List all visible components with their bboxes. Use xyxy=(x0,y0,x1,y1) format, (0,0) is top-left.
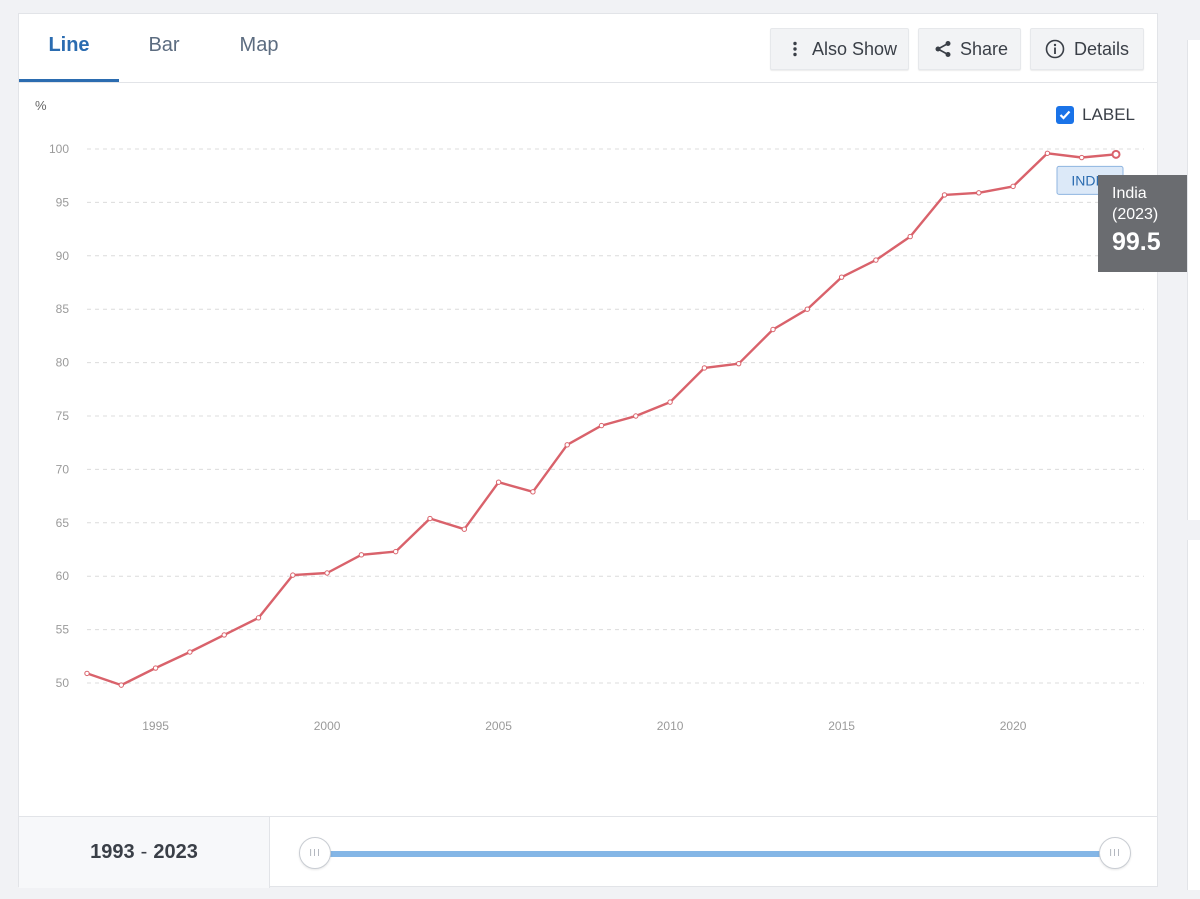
y-tick-label: 75 xyxy=(56,409,70,423)
x-tick-label: 2020 xyxy=(1000,719,1027,733)
data-point xyxy=(461,526,467,532)
data-point xyxy=(873,257,879,263)
data-point xyxy=(667,399,673,405)
data-point xyxy=(84,670,90,677)
y-tick-label: 80 xyxy=(56,356,70,370)
data-point xyxy=(495,479,502,485)
y-tick-label: 95 xyxy=(56,195,70,209)
tab-line[interactable]: Line xyxy=(19,14,119,82)
x-tick-label: 2005 xyxy=(485,719,512,733)
data-point xyxy=(1079,154,1085,161)
x-tick-label: 2015 xyxy=(828,719,855,733)
data-point xyxy=(290,572,296,578)
range-display: 1993 - 2023 xyxy=(19,817,270,888)
y-tick-label: 50 xyxy=(56,676,70,690)
data-point xyxy=(633,413,639,419)
data-point xyxy=(770,326,776,333)
data-point xyxy=(907,233,913,240)
details-button[interactable]: Details xyxy=(1030,28,1144,70)
y-tick-label: 55 xyxy=(56,623,70,637)
range-end: 2023 xyxy=(153,841,198,863)
data-point xyxy=(941,192,948,198)
label-checkbox[interactable] xyxy=(1056,106,1075,124)
view-tabs: Line Bar Map Also Show Share Details xyxy=(19,14,1157,83)
share-button[interactable]: Share xyxy=(918,28,1021,70)
also-show-label: Also Show xyxy=(812,39,898,59)
x-tick-label: 2000 xyxy=(314,719,341,733)
tab-map[interactable]: Map xyxy=(239,34,279,56)
data-point xyxy=(564,442,570,448)
details-label: Details xyxy=(1074,39,1130,59)
adjacent-panel-edge xyxy=(1187,40,1200,520)
range-footer: 1993 - 2023 III III xyxy=(19,816,1157,888)
y-tick-label: 90 xyxy=(56,249,70,263)
tab-bar[interactable]: Bar xyxy=(148,34,180,56)
info-icon xyxy=(1045,29,1065,69)
grip-icon: III xyxy=(309,847,321,859)
x-tick-label: 1995 xyxy=(142,719,169,733)
data-point xyxy=(701,365,708,371)
y-tick-label: 85 xyxy=(56,302,70,316)
range-start: 1993 xyxy=(90,841,135,863)
data-point xyxy=(1044,150,1051,156)
range-separator: - xyxy=(140,841,148,863)
data-point xyxy=(118,682,125,688)
data-tooltip: India (2023) 99.5 xyxy=(1098,175,1196,272)
data-point xyxy=(976,190,982,196)
y-tick-label: 70 xyxy=(56,462,70,476)
x-tick-label: 2010 xyxy=(657,719,684,733)
data-point xyxy=(838,274,845,280)
adjacent-panel-edge xyxy=(1187,540,1200,890)
range-slider-start-handle[interactable]: III xyxy=(299,837,331,869)
also-show-button[interactable]: Also Show xyxy=(770,28,909,70)
y-tick-label: 100 xyxy=(49,142,69,156)
tooltip-country: India xyxy=(1112,185,1147,202)
range-slider-track[interactable] xyxy=(315,851,1115,857)
range-slider-end-handle[interactable]: III xyxy=(1099,837,1131,869)
data-point xyxy=(152,665,159,671)
grip-icon: III xyxy=(1109,847,1121,859)
data-point xyxy=(187,649,193,655)
data-point xyxy=(427,515,433,522)
checkmark-icon xyxy=(1059,110,1071,120)
data-point xyxy=(255,615,262,621)
line-chart: % 50 55 60 65 70 75 80 85 90 95 100 1995 2000 2005 2010… xyxy=(35,98,1144,733)
label-toggle-text: LABEL xyxy=(1082,105,1135,124)
data-point-highlighted xyxy=(1111,149,1121,159)
chart-card: Line Bar Map Also Show Share Details LAB… xyxy=(18,13,1158,888)
y-tick-label: 60 xyxy=(56,569,70,583)
data-point xyxy=(324,570,330,576)
label-toggle[interactable]: LABEL xyxy=(1056,104,1135,126)
data-point xyxy=(393,548,399,555)
tooltip-year: (2023) xyxy=(1112,206,1159,223)
series-line-india xyxy=(86,152,1117,687)
data-point xyxy=(598,422,605,429)
data-point xyxy=(221,632,227,638)
y-axis-unit-label: % xyxy=(35,98,47,113)
data-point xyxy=(530,489,536,495)
data-point xyxy=(1010,183,1016,190)
share-label: Share xyxy=(960,39,1009,59)
data-point xyxy=(736,360,742,367)
y-tick-label: 65 xyxy=(56,516,70,530)
tooltip-value: 99.5 xyxy=(1112,228,1161,256)
share-icon xyxy=(933,29,953,69)
data-point xyxy=(358,552,365,558)
data-point xyxy=(804,306,810,312)
vertical-dots-icon xyxy=(785,29,805,69)
